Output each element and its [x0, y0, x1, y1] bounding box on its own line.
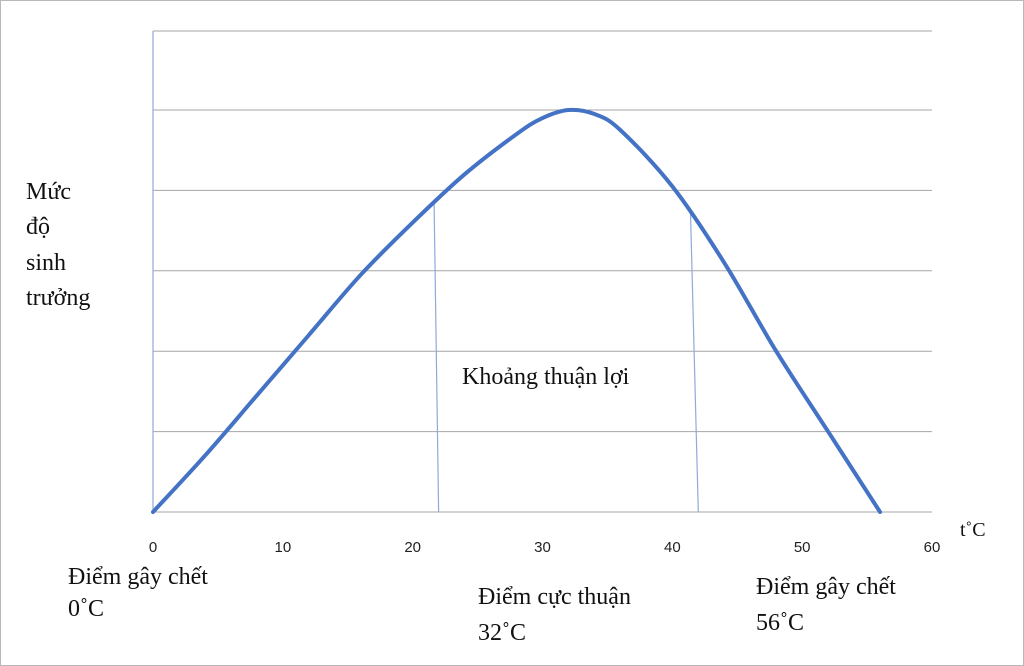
- favorable-range-start-line: [433, 202, 440, 513]
- x-tick-label: 40: [664, 539, 681, 556]
- annotation-optimum-title: Điểm cực thuận: [478, 584, 631, 610]
- y-axis-label: Mức độ sinh trưởng: [26, 179, 90, 311]
- x-tick-label: 30: [534, 539, 551, 556]
- annotation-lethal-low: Điểm gây chết 0˚C: [68, 564, 208, 622]
- x-tick-labels: 0 10 20 30 40 50 60: [149, 539, 941, 556]
- y-label-line-3: sinh: [26, 250, 66, 276]
- annotation-optimum-value: 32˚C: [478, 620, 526, 646]
- favorable-range-label: Khoảng thuận lợi: [462, 364, 630, 390]
- annotation-lethal-high-value: 56˚C: [756, 610, 804, 636]
- annotation-lethal-high: Điểm gây chết 56˚C: [756, 574, 896, 636]
- range-lines: [433, 202, 699, 513]
- growth-curve: [151, 107, 883, 514]
- x-tick-label: 10: [274, 539, 291, 556]
- favorable-range-end-line: [689, 213, 699, 513]
- annotation-lethal-high-title: Điểm gây chết: [756, 574, 896, 600]
- y-label-line-1: Mức: [26, 179, 71, 205]
- x-tick-label: 0: [149, 539, 157, 556]
- y-label-line-4: trưởng: [26, 285, 90, 311]
- x-tick-label: 60: [924, 539, 941, 556]
- x-tick-label: 20: [404, 539, 421, 556]
- annotation-lethal-low-value: 0˚C: [68, 596, 104, 622]
- x-tick-label: 50: [794, 539, 811, 556]
- annotation-lethal-low-title: Điểm gây chết: [68, 564, 208, 590]
- annotation-optimum: Điểm cực thuận 32˚C: [478, 584, 631, 646]
- grid-lines: [153, 30, 932, 513]
- y-label-line-2: độ: [26, 214, 50, 240]
- x-axis-unit: t˚C: [960, 519, 986, 541]
